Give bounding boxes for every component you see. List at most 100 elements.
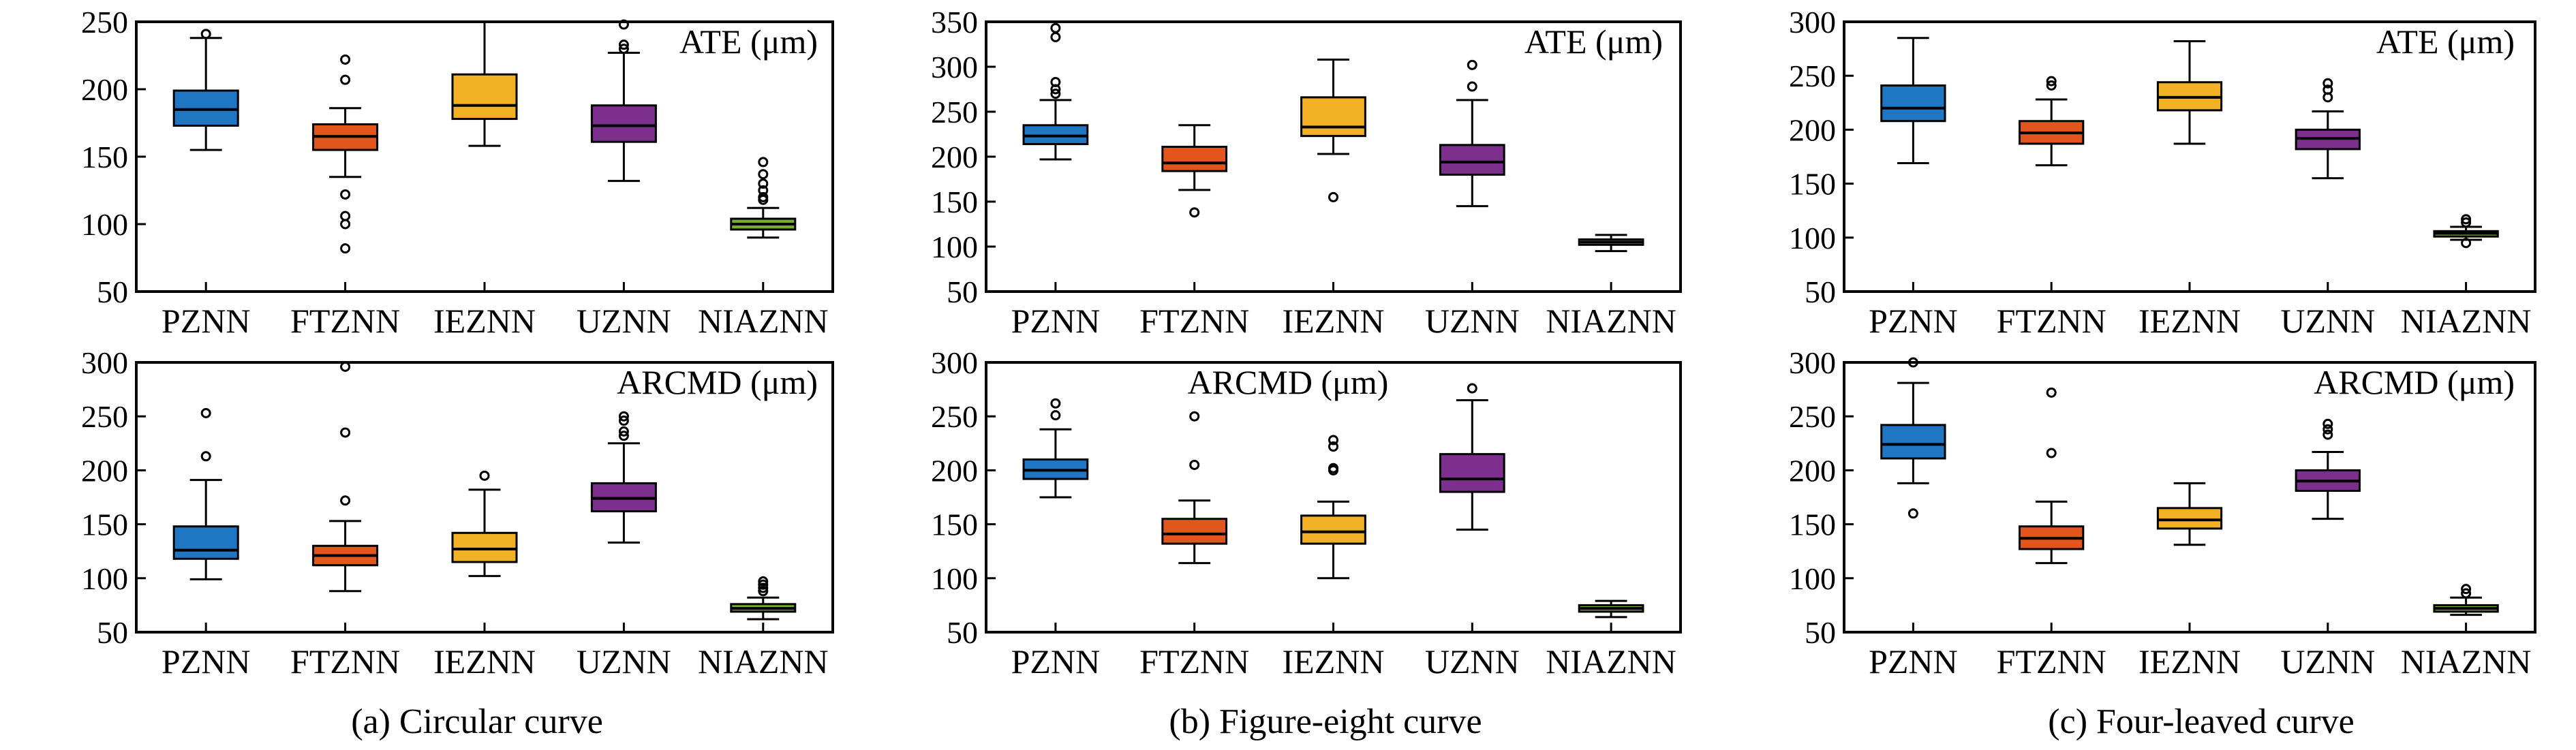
y-tick-label: 100 [1789, 561, 1836, 596]
y-tick-label: 300 [931, 50, 978, 84]
y-tick-label: 150 [931, 185, 978, 219]
caption-a: (a) Circular curve [351, 702, 603, 741]
iqr-box [2156, 507, 2223, 530]
y-tick-label: 100 [931, 561, 978, 596]
box-uznn: UZNN [2280, 78, 2375, 340]
category-label: NIAZNN [2401, 302, 2532, 340]
iqr-box [1880, 84, 1946, 123]
category-label: NIAZNN [698, 642, 829, 681]
outlier-point [340, 361, 351, 372]
outlier-point [340, 243, 351, 254]
y-tick-label: 150 [81, 140, 128, 174]
category-label: IEZNN [433, 642, 536, 681]
y-tick-label: 150 [81, 507, 128, 542]
y-tick-label: 200 [931, 453, 978, 488]
outlier-point [758, 185, 769, 196]
outlier-point [2046, 448, 2057, 458]
category-label: NIAZNN [1546, 302, 1676, 340]
metric-label: ARCMD (μm) [617, 363, 818, 401]
outlier-point [2322, 92, 2333, 103]
caption-c: (c) Four-leaved curve [2048, 702, 2354, 741]
y-tick-label: 50 [1805, 615, 1836, 650]
outlier-point [758, 582, 769, 593]
outlier-point [618, 426, 629, 437]
iqr-box [451, 531, 518, 563]
iqr-box [590, 104, 657, 143]
outlier-point [2046, 76, 2057, 87]
panel-c-top: 50 100 150 200 250 300 PZNN FTZNN IEZNN UZNN NIAZN… [1789, 5, 2536, 340]
outlier-point [2046, 387, 2057, 398]
panels-group: 50 100 150 200 250 PZNN FTZNN IEZNN UZNN NIAZNN AT… [81, 5, 2536, 681]
box-pznn: PZNN [162, 29, 250, 340]
outlier-point [1467, 81, 1477, 92]
outlier-point [340, 210, 351, 221]
y-tick-label: 250 [1789, 399, 1836, 434]
box-ftznn: FTZNN [1139, 411, 1249, 681]
box-pznn: PZNN [1011, 22, 1100, 340]
iqr-box [1300, 514, 1366, 545]
outlier-point [1050, 22, 1061, 33]
outlier-point [758, 178, 769, 189]
category-label: FTZNN [1139, 642, 1249, 681]
outlier-point [758, 576, 769, 587]
box-niaznn: NIAZNN [1546, 599, 1676, 681]
box-ieznn: IEZNN [2138, 482, 2241, 681]
box-niaznn: NIAZNN [698, 576, 829, 681]
y-tick-label: 350 [931, 5, 978, 40]
iqr-box [1439, 453, 1505, 493]
box-ftznn: FTZNN [1997, 76, 2106, 340]
box-pznn: PZNN [1011, 398, 1100, 681]
outlier-point [1328, 435, 1338, 446]
outlier-point [2461, 217, 2472, 228]
box-ieznn: IEZNN [1283, 435, 1385, 681]
outlier-point [758, 579, 769, 590]
box-uznn: UZNN [1425, 383, 1520, 681]
y-tick-label: 100 [81, 207, 128, 242]
outlier-point [1189, 411, 1200, 422]
y-tick-label: 300 [1789, 345, 1836, 380]
category-label: PZNN [1869, 642, 1958, 681]
outlier-point [1467, 383, 1477, 394]
category-label: NIAZNN [2401, 642, 2532, 681]
category-label: IEZNN [2138, 642, 2241, 681]
category-label: FTZNN [290, 302, 400, 340]
y-tick-label: 250 [81, 5, 128, 40]
outlier-point [1050, 398, 1061, 409]
outlier-point [1050, 89, 1061, 99]
category-label: IEZNN [1283, 642, 1385, 681]
box-ieznn: IEZNN [2138, 40, 2241, 340]
panel-b-top: 50 100 150 200 250 300 350 PZNN FTZNN IEZNN UZNN NI… [931, 5, 1682, 340]
iqr-box [1161, 518, 1228, 545]
category-label: NIAZNN [1546, 642, 1676, 681]
iqr-box [451, 73, 518, 121]
box-ieznn: IEZNN [433, 20, 536, 340]
y-tick-label: 100 [81, 561, 128, 596]
outlier-point [340, 54, 351, 65]
y-tick-label: 200 [931, 140, 978, 174]
category-label: UZNN [577, 302, 671, 340]
outlier-point [2461, 588, 2472, 599]
panel-b-bottom: 50 100 150 200 250 300 PZNN FTZNN IEZNN UZNN NIAZN… [931, 345, 1682, 681]
category-label: PZNN [162, 642, 251, 681]
box-uznn: UZNN [577, 411, 671, 681]
y-tick-label: 50 [1805, 275, 1836, 309]
iqr-box [1439, 144, 1505, 176]
y-tick-label: 50 [947, 275, 978, 309]
outlier-point [200, 451, 211, 462]
caption-b: (b) Figure-eight curve [1169, 702, 1482, 741]
plot-frame [985, 361, 1682, 634]
y-tick-label: 200 [81, 72, 128, 107]
metric-label: ATE (μm) [679, 22, 818, 61]
iqr-box [1300, 96, 1366, 138]
outlier-point [1467, 59, 1477, 70]
box-niaznn: NIAZNN [2401, 214, 2532, 340]
panel-a-bottom: 50 100 150 200 250 300 PZNN FTZNN IEZNN UZNN NIAZN… [81, 345, 834, 681]
box-uznn: UZNN [577, 19, 671, 340]
metric-label: ARCMD (μm) [2314, 363, 2515, 401]
category-label: UZNN [2280, 642, 2375, 681]
y-tick-label: 250 [1789, 59, 1836, 93]
outlier-point [618, 44, 629, 54]
outlier-point [2461, 584, 2472, 595]
y-tick-label: 250 [931, 95, 978, 129]
